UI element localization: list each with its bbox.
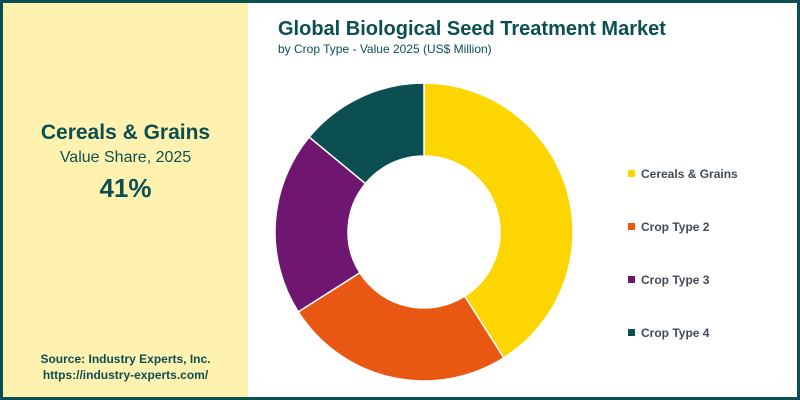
source: Source: Industry Experts, Inc. https://i… <box>3 351 248 383</box>
kpi-value: 41% <box>99 173 152 203</box>
kpi-subtitle: Value Share, 2025 <box>59 149 192 166</box>
legend-label: Crop Type 4 <box>641 325 710 340</box>
legend: Cereals & Grains Crop Type 2 Crop Type 3 Cr… <box>628 147 738 359</box>
legend-label: Crop Type 2 <box>641 219 710 234</box>
kpi-panel: Cereals & Grains Value Share, 2025 41% S… <box>3 3 248 397</box>
chart-subtitle: by Crop Type - Value 2025 (US$ Million) <box>278 42 492 56</box>
donut-slice-1 <box>423 82 574 359</box>
source-url[interactable]: https://industry-experts.com/ <box>42 368 209 382</box>
donut-slice-2 <box>297 271 505 382</box>
donut-chart <box>274 82 574 382</box>
donut-slice-4 <box>308 82 425 185</box>
source-line: Source: Industry Experts, Inc. <box>40 352 211 366</box>
legend-label: Crop Type 3 <box>641 272 710 287</box>
legend-swatch <box>628 170 635 177</box>
donut-slice-3 <box>274 135 367 313</box>
kpi-title: Cereals & Grains <box>40 121 211 144</box>
legend-item: Crop Type 2 <box>628 200 738 253</box>
legend-swatch <box>628 329 635 336</box>
legend-swatch <box>628 223 635 230</box>
legend-item: Crop Type 3 <box>628 253 738 306</box>
legend-label: Cereals & Grains <box>641 166 738 181</box>
legend-item: Crop Type 4 <box>628 306 738 359</box>
legend-item: Cereals & Grains <box>628 147 738 200</box>
chart-title: Global Biological Seed Treatment Market <box>278 18 666 40</box>
legend-swatch <box>628 276 635 283</box>
